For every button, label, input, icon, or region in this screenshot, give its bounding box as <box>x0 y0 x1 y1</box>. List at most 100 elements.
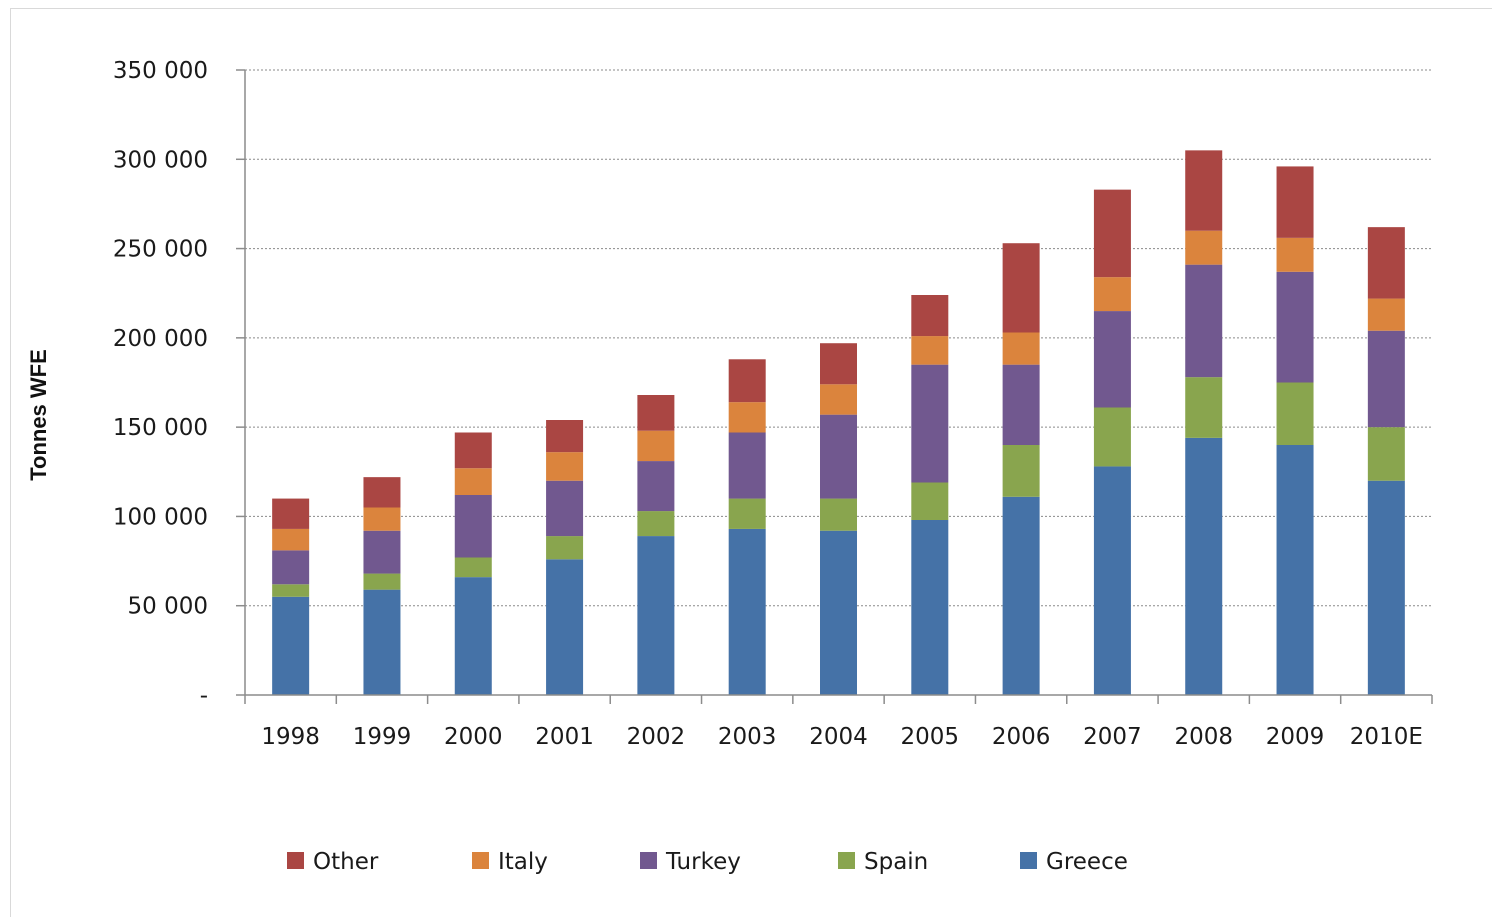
bar-segment-greece <box>637 536 675 695</box>
legend-swatch-turkey <box>640 852 657 869</box>
legend-label-italy: Italy <box>498 849 548 875</box>
y-tick-labels: - 50 000 100 000 150 000 200 000 250 000 300 0… <box>113 58 208 709</box>
bar-segment-italy <box>1185 230 1223 265</box>
bar-segment-other <box>363 477 401 508</box>
bar-segment-turkey <box>272 550 310 585</box>
bar-segment-other <box>1367 227 1405 299</box>
bar-segment-other <box>1185 150 1223 231</box>
x-tick-label: 2010E <box>1350 724 1423 750</box>
bar-segment-turkey <box>1185 264 1223 378</box>
bar-segment-italy <box>1367 298 1405 331</box>
bar-segment-greece <box>272 596 310 695</box>
x-tick-label: 2003 <box>718 724 777 750</box>
bar-segment-turkey <box>1367 330 1405 428</box>
bar-segment-italy <box>546 452 584 481</box>
bar-segment-other <box>1002 243 1040 333</box>
bars <box>272 150 1405 695</box>
legend-label-turkey: Turkey <box>665 849 741 875</box>
bar-segment-italy <box>911 336 949 365</box>
bar-segment-turkey <box>454 495 492 558</box>
bar-segment-other <box>728 359 766 403</box>
bar-segment-greece <box>454 577 492 695</box>
bar-segment-greece <box>911 520 949 695</box>
chart-frame <box>10 8 1492 917</box>
legend-label-spain: Spain <box>864 849 928 875</box>
x-tick-label: 2005 <box>901 724 960 750</box>
legend: Other Italy Turkey Spain Greece <box>287 849 1128 875</box>
bar-segment-spain <box>820 498 857 531</box>
x-tick-label: 2001 <box>535 724 594 750</box>
y-tick-label: - <box>200 683 208 709</box>
x-tick-label: 2000 <box>444 724 503 750</box>
bar-segment-turkey <box>363 530 401 574</box>
bar-segment-greece <box>1276 445 1314 695</box>
x-tick-label: 2009 <box>1266 724 1325 750</box>
y-tick-label: 300 000 <box>113 147 208 173</box>
bar-segment-other <box>272 498 310 529</box>
bar-segment-spain <box>363 573 401 590</box>
x-tick-label: 2006 <box>992 724 1051 750</box>
bar-segment-greece <box>1367 480 1405 695</box>
legend-swatch-italy <box>472 852 489 869</box>
bar-segment-spain <box>454 557 492 578</box>
bar-segment-greece <box>546 559 584 695</box>
bar-segment-italy <box>1002 332 1040 365</box>
bar-segment-italy <box>363 507 401 531</box>
legend-label-greece: Greece <box>1046 849 1128 875</box>
y-tick-label: 50 000 <box>128 594 208 620</box>
bar-segment-spain <box>1276 382 1314 445</box>
bar-segment-turkey <box>820 414 857 499</box>
bar-segment-italy <box>272 528 310 551</box>
legend-label-other: Other <box>313 849 379 875</box>
bar-segment-turkey <box>637 461 675 512</box>
x-tick-label: 2007 <box>1083 724 1142 750</box>
bar-segment-turkey <box>728 432 766 499</box>
bar-segment-other <box>820 343 857 385</box>
x-tick-label: 1999 <box>353 724 412 750</box>
y-axis-title: Tonnes WFE <box>26 349 51 481</box>
x-tick-label: 2002 <box>627 724 686 750</box>
bar-segment-greece <box>1093 466 1131 695</box>
y-tick-label: 250 000 <box>113 237 208 263</box>
bar-segment-greece <box>728 528 766 695</box>
bar-segment-spain <box>728 498 766 529</box>
bar-segment-turkey <box>1093 311 1131 408</box>
bar-segment-turkey <box>1276 271 1314 383</box>
bar-segment-spain <box>546 536 584 560</box>
bar-segment-greece <box>363 589 401 695</box>
x-tick-label: 2004 <box>809 724 868 750</box>
bar-segment-italy <box>1093 277 1131 312</box>
bar-segment-turkey <box>546 480 584 537</box>
axes <box>236 69 1433 704</box>
y-tick-label: 350 000 <box>113 58 208 84</box>
y-tick-label: 150 000 <box>113 415 208 441</box>
bar-segment-other <box>454 432 492 469</box>
legend-swatch-spain <box>838 852 855 869</box>
bar-segment-italy <box>1276 237 1314 272</box>
bar-segment-spain <box>1367 427 1405 481</box>
bar-segment-other <box>1093 189 1131 278</box>
bar-segment-other <box>1276 166 1314 238</box>
bar-segment-greece <box>1002 496 1040 695</box>
bar-segment-spain <box>637 511 675 537</box>
bar-segment-spain <box>1185 377 1223 438</box>
bar-segment-italy <box>820 384 857 415</box>
bar-segment-other <box>911 295 949 337</box>
bar-segment-other <box>637 395 675 431</box>
bar-segment-spain <box>911 482 949 520</box>
x-tick-label: 1998 <box>261 724 320 750</box>
bar-segment-italy <box>637 430 675 462</box>
legend-swatch-greece <box>1020 852 1037 869</box>
bar-segment-turkey <box>911 364 949 483</box>
y-tick-label: 100 000 <box>113 504 208 530</box>
bar-segment-other <box>546 420 584 453</box>
legend-swatch-other <box>287 852 304 869</box>
bar-segment-spain <box>1093 407 1131 467</box>
bar-segment-spain <box>272 584 310 597</box>
x-tick-label: 2008 <box>1174 724 1233 750</box>
bar-segment-turkey <box>1002 364 1040 445</box>
bar-segment-greece <box>820 530 857 695</box>
x-tick-labels: 1998 1999 2000 2001 2002 2003 2004 2005 2006 2007… <box>261 724 1423 750</box>
bar-segment-italy <box>728 402 766 433</box>
